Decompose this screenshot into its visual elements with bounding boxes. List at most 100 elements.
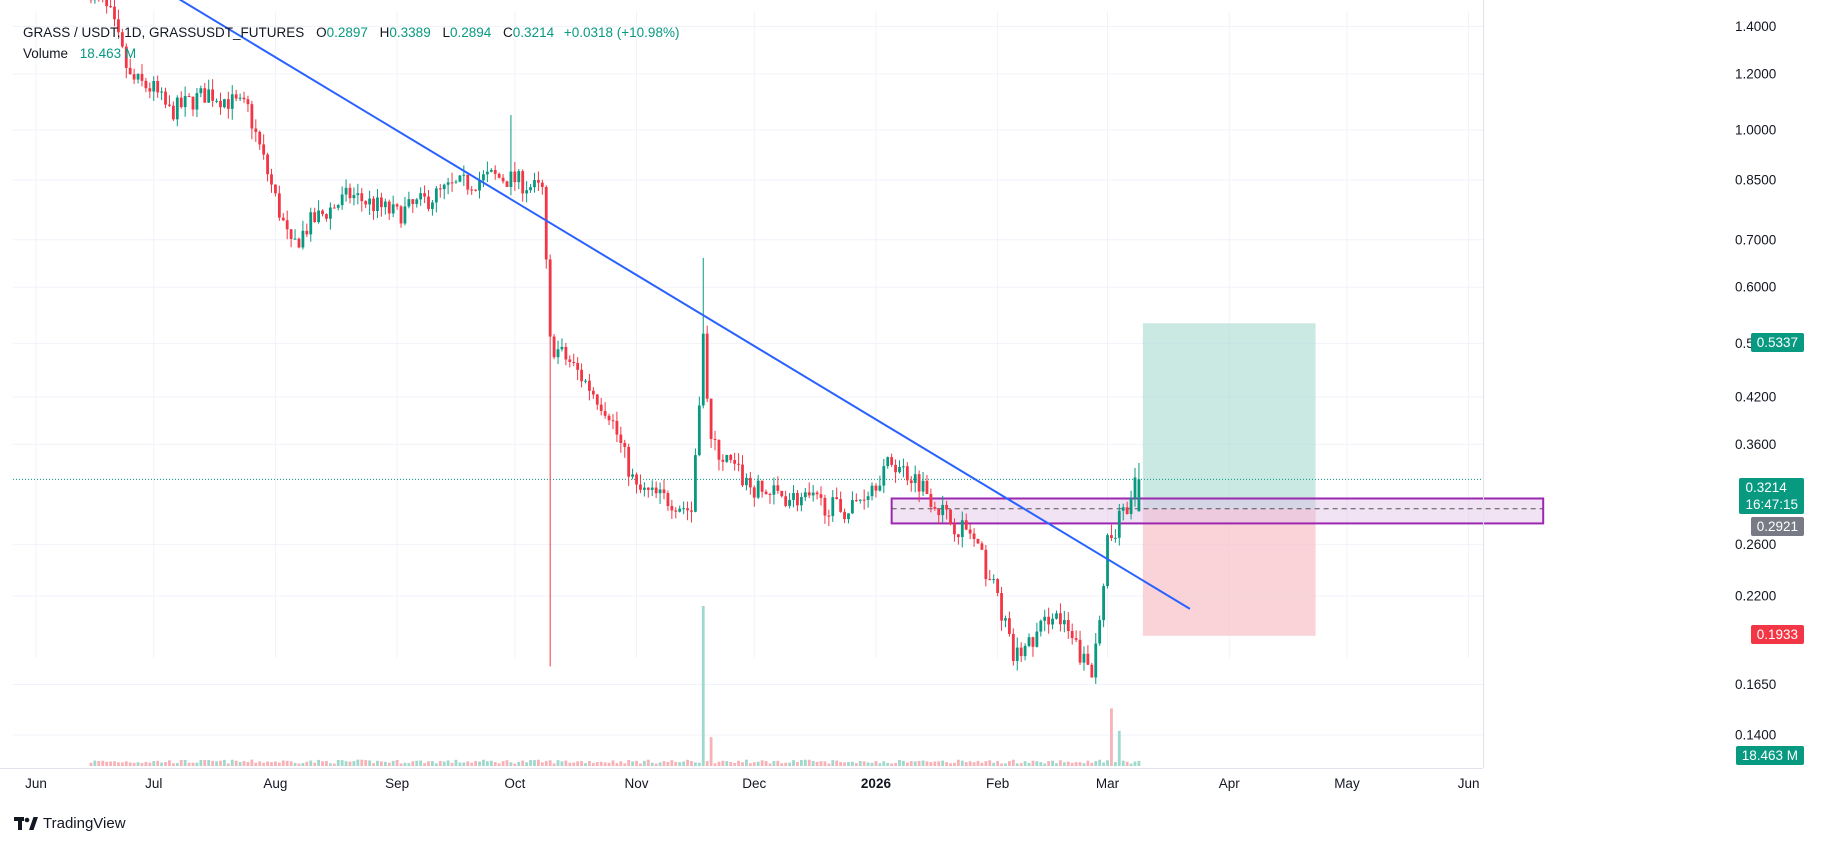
candle-body bbox=[953, 524, 956, 535]
volume-bar bbox=[607, 762, 611, 766]
price-tick-label: 0.7000 bbox=[1735, 232, 1776, 247]
volume-bar bbox=[332, 763, 336, 766]
candle-body bbox=[564, 346, 568, 360]
volume-bar bbox=[701, 606, 705, 766]
volume-bar bbox=[434, 763, 438, 766]
candle-body bbox=[160, 91, 163, 93]
volume-bar bbox=[266, 761, 269, 766]
symbol-title[interactable]: GRASS / USDT, 1D, GRASSUSDT_FUTURES bbox=[23, 25, 305, 40]
volume-bar bbox=[387, 762, 391, 766]
candle-body bbox=[332, 207, 336, 209]
volume-bar bbox=[1035, 761, 1039, 766]
volume-bar bbox=[336, 759, 340, 766]
low-value: 0.2894 bbox=[449, 25, 492, 40]
volume-bar bbox=[328, 763, 332, 766]
volume-bar bbox=[289, 761, 293, 766]
candle-body bbox=[1137, 479, 1141, 512]
price-axis[interactable]: 1.60001.40001.20001.00000.85000.70000.60… bbox=[1483, 0, 1777, 768]
volume-bar bbox=[458, 762, 462, 766]
volume-bar bbox=[391, 760, 395, 766]
volume-bar bbox=[741, 762, 744, 766]
volume-bar bbox=[721, 760, 725, 766]
volume-bar bbox=[1078, 762, 1082, 766]
volume-bar bbox=[851, 761, 854, 766]
candle-body bbox=[1078, 639, 1082, 663]
candle-body bbox=[1015, 647, 1019, 661]
volume-bar bbox=[1098, 759, 1102, 766]
volume-bar bbox=[450, 762, 454, 766]
candle-body bbox=[1113, 537, 1117, 539]
volume-bar bbox=[537, 759, 540, 766]
volume-bar bbox=[843, 762, 846, 766]
volume-bar bbox=[1008, 761, 1011, 766]
volume-bar bbox=[544, 760, 548, 766]
time-axis[interactable]: Jun Jul Aug Sep Oct Nov Dec 2026 Feb Mar Apr May Jun bbox=[0, 768, 1483, 792]
candle-body bbox=[171, 105, 175, 120]
candle-body bbox=[815, 492, 819, 495]
volume-bar bbox=[694, 762, 697, 766]
volume-bar bbox=[321, 761, 324, 766]
candle-body bbox=[1055, 613, 1058, 619]
volume-bar bbox=[380, 761, 383, 766]
volume-bar bbox=[250, 759, 254, 766]
candle-body bbox=[219, 100, 222, 108]
candle-body bbox=[466, 174, 470, 190]
trendline[interactable] bbox=[111, 0, 1191, 610]
volume-bar bbox=[340, 760, 344, 766]
volume-bar bbox=[839, 761, 843, 766]
candle-body bbox=[737, 463, 740, 465]
volume-bar bbox=[690, 761, 693, 766]
candle-body bbox=[839, 499, 843, 512]
candle-body bbox=[705, 333, 709, 399]
volume-bar bbox=[599, 761, 603, 766]
volume-bar bbox=[1129, 763, 1133, 766]
candle-body bbox=[819, 494, 823, 498]
volume-bar bbox=[1055, 763, 1058, 766]
candle-body bbox=[340, 194, 344, 206]
price-tick-label: 0.2200 bbox=[1735, 588, 1776, 603]
candle-body bbox=[1008, 618, 1011, 634]
volume-bar bbox=[309, 760, 313, 766]
volume-bar bbox=[623, 763, 627, 766]
candle-body bbox=[627, 446, 631, 477]
volume-bar bbox=[642, 760, 646, 766]
candle-body bbox=[792, 493, 795, 500]
volume-bar bbox=[348, 761, 352, 766]
candle-body bbox=[1129, 498, 1133, 515]
candle-body bbox=[246, 99, 250, 105]
demand-zone[interactable] bbox=[890, 497, 1545, 525]
volume-bar bbox=[996, 760, 1000, 766]
volume-bar bbox=[588, 761, 591, 766]
candle-body bbox=[603, 411, 607, 416]
volume-bar bbox=[576, 761, 580, 766]
candle-body bbox=[752, 487, 756, 498]
change-value: +0.0318 (+10.98%) bbox=[563, 25, 680, 40]
candle-body bbox=[348, 187, 352, 199]
volume-bar bbox=[179, 759, 183, 766]
candle-body bbox=[352, 195, 356, 199]
volume-bar bbox=[1004, 763, 1007, 766]
candle-body bbox=[529, 187, 532, 191]
candle-body bbox=[191, 96, 195, 110]
time-tick-label: Mar bbox=[1096, 776, 1120, 791]
long-position-tool[interactable] bbox=[13, 323, 1483, 636]
volume-bar bbox=[862, 761, 866, 766]
volume-bar bbox=[729, 761, 733, 766]
volume-bar bbox=[207, 759, 211, 766]
volume-bar bbox=[1125, 761, 1129, 766]
volume-bar bbox=[501, 761, 505, 766]
candle-body bbox=[423, 193, 426, 197]
candle-body bbox=[851, 500, 854, 514]
volume-bar bbox=[187, 762, 191, 766]
candle-body bbox=[521, 171, 525, 194]
candle-body bbox=[442, 184, 446, 190]
candle-body bbox=[976, 538, 980, 544]
volume-bar bbox=[580, 761, 583, 766]
candle-body bbox=[446, 182, 450, 185]
candle-body bbox=[285, 220, 289, 230]
tradingview-logo[interactable]: TradingView bbox=[14, 815, 126, 832]
candle-body bbox=[1019, 647, 1023, 657]
volume-label[interactable]: Volume bbox=[23, 46, 69, 61]
candle-body bbox=[611, 420, 615, 422]
